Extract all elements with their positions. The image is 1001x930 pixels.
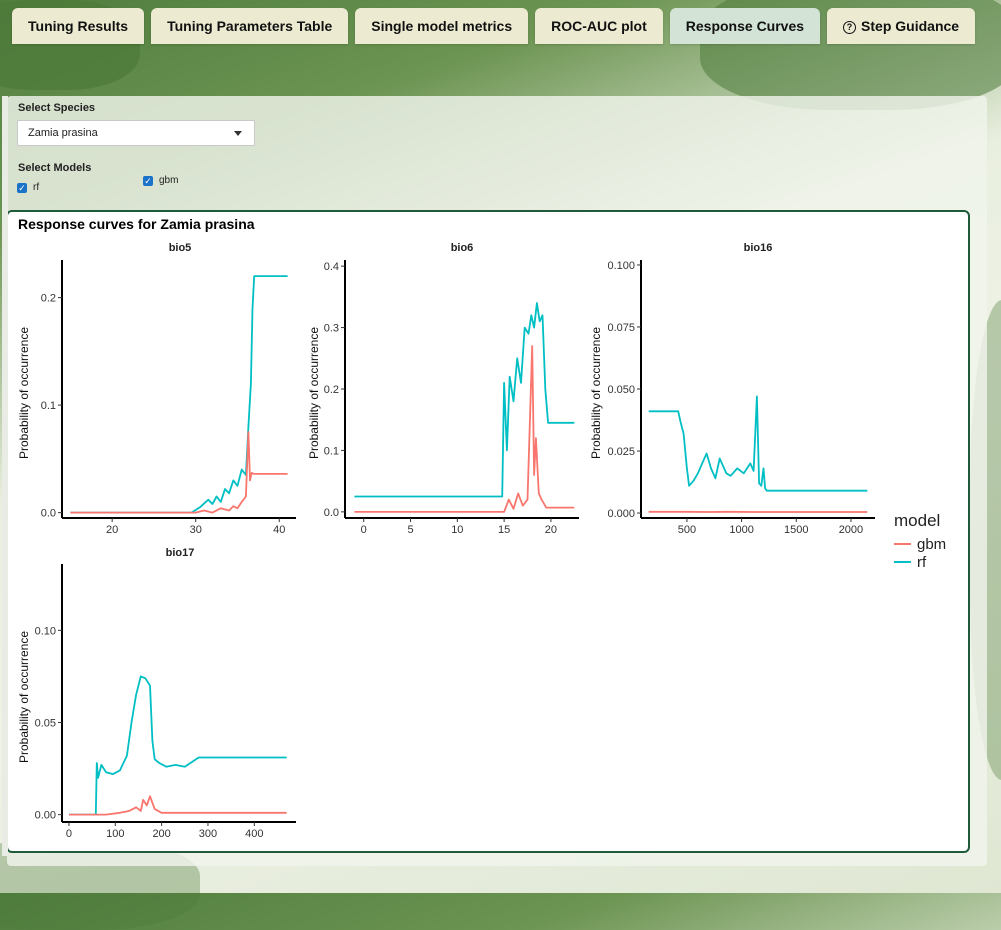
y-tick-label: 0.1	[41, 400, 56, 412]
series-line-rf	[354, 303, 574, 497]
x-tick-label: 1000	[729, 524, 753, 536]
y-axis-label: Probability of occurrence	[307, 327, 321, 459]
y-tick-label: 0.10	[35, 625, 56, 637]
x-tick-label: 500	[678, 524, 696, 536]
x-tick-label: 0	[66, 828, 72, 840]
y-tick-label: 0.000	[607, 508, 635, 520]
y-tick-label: 0.2	[324, 384, 339, 396]
facet-title: bio5	[169, 242, 192, 254]
x-tick-label: 20	[545, 524, 557, 536]
x-tick-label: 400	[245, 828, 263, 840]
x-tick-label: 30	[190, 524, 202, 536]
x-tick-label: 15	[498, 524, 510, 536]
x-tick-label: 200	[152, 828, 170, 840]
y-axis-label: Probability of occurrence	[17, 631, 31, 763]
y-tick-label: 0.3	[324, 323, 339, 335]
x-tick-label: 10	[451, 524, 463, 536]
series-line-gbm	[70, 432, 287, 513]
legend-label: gbm	[917, 536, 946, 553]
facet-title: bio16	[744, 242, 773, 254]
y-tick-label: 0.2	[41, 293, 56, 305]
x-tick-label: 5	[407, 524, 413, 536]
x-tick-label: 40	[273, 524, 285, 536]
facet-title: bio6	[451, 242, 474, 254]
legend-label: rf	[917, 554, 927, 571]
x-tick-label: 2000	[839, 524, 863, 536]
series-line-rf	[649, 396, 868, 490]
facet-title: bio17	[166, 547, 195, 559]
series-line-gbm	[69, 796, 287, 814]
y-tick-label: 0.4	[324, 261, 339, 273]
y-axis-label: Probability of occurrence	[17, 327, 31, 459]
y-tick-label: 0.0	[324, 507, 339, 519]
y-tick-label: 0.100	[607, 260, 635, 272]
y-tick-label: 0.050	[607, 384, 635, 396]
series-line-rf	[69, 676, 287, 814]
series-line-rf	[70, 276, 287, 512]
scrollbar[interactable]	[0, 96, 10, 856]
y-tick-label: 0.075	[607, 322, 635, 334]
x-tick-label: 1500	[784, 524, 808, 536]
x-tick-label: 20	[106, 524, 118, 536]
legend-title: model	[894, 511, 940, 530]
x-tick-label: 0	[361, 524, 367, 536]
y-tick-label: 0.0	[41, 508, 56, 520]
series-line-gbm	[354, 346, 574, 512]
x-tick-label: 300	[199, 828, 217, 840]
x-tick-label: 100	[106, 828, 124, 840]
y-tick-label: 0.025	[607, 446, 635, 458]
y-tick-label: 0.05	[35, 717, 56, 729]
y-tick-label: 0.1	[324, 445, 339, 457]
y-axis-label: Probability of occurrence	[589, 327, 603, 459]
y-tick-label: 0.00	[35, 810, 56, 822]
